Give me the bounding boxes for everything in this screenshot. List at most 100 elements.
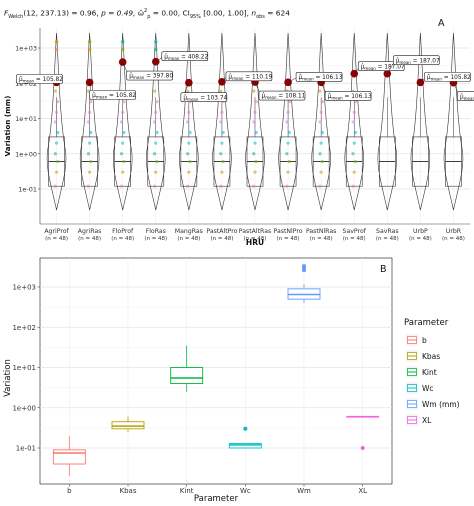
legend-entry-label: Wm (mm) bbox=[422, 400, 460, 409]
violin-shape bbox=[311, 32, 331, 211]
data-point bbox=[88, 141, 92, 145]
data-point bbox=[287, 100, 291, 104]
legend-entry-label: Kbas bbox=[422, 352, 440, 361]
panel-a-n-label: (n = 48) bbox=[210, 236, 233, 242]
panel-b-x-tick-label: Kint bbox=[180, 487, 194, 495]
panel-a-n-label: (n = 48) bbox=[277, 236, 300, 242]
data-point bbox=[54, 141, 59, 145]
data-point bbox=[56, 159, 60, 164]
data-point bbox=[53, 184, 57, 188]
panel-b-x-axis-title: Parameter bbox=[194, 494, 239, 504]
data-point bbox=[119, 184, 124, 188]
data-point bbox=[54, 110, 59, 114]
data-point bbox=[320, 159, 324, 164]
panel-b-label: B bbox=[380, 264, 387, 275]
violin-shape bbox=[179, 32, 199, 211]
violin-shape bbox=[344, 32, 364, 211]
data-point bbox=[89, 159, 93, 164]
data-point bbox=[153, 39, 158, 44]
data-point bbox=[122, 159, 126, 164]
box-outlier bbox=[360, 446, 365, 450]
data-point bbox=[86, 120, 91, 124]
panel-a-y-tick-label: 1e-01 bbox=[18, 186, 37, 194]
data-point bbox=[53, 89, 57, 93]
panel-a-n-label: (n = 48) bbox=[78, 236, 101, 242]
data-point bbox=[285, 120, 289, 124]
panel-a-n-label: (n = 48) bbox=[310, 236, 333, 242]
panel-a-n-label: (n = 48) bbox=[144, 236, 167, 242]
data-point bbox=[221, 159, 225, 164]
data-point bbox=[152, 184, 157, 188]
data-point bbox=[219, 152, 223, 156]
data-point bbox=[155, 100, 159, 104]
panel-a-n-label: (n = 48) bbox=[442, 236, 465, 242]
data-point bbox=[320, 100, 324, 104]
data-point bbox=[318, 184, 322, 188]
mean-label-box bbox=[457, 91, 474, 101]
panel-a-x-tick-label: PastNlPro bbox=[274, 228, 303, 235]
data-point bbox=[54, 39, 59, 44]
violin-shape bbox=[112, 32, 133, 211]
panel-a-y-tick-label: 1e+00 bbox=[15, 150, 37, 158]
data-point bbox=[152, 89, 157, 93]
data-point bbox=[318, 89, 322, 93]
mean-label-text: μ̂mean = 106.13 bbox=[328, 94, 372, 101]
data-point bbox=[120, 47, 125, 52]
panel-a-y-axis-title: Variation (mm) bbox=[3, 96, 12, 157]
data-point bbox=[285, 152, 289, 156]
mean-label-text: μ̂mean = 397.80 bbox=[129, 74, 173, 81]
data-point bbox=[285, 184, 289, 188]
panel-b-plot-area bbox=[39, 257, 393, 485]
mean-label-box bbox=[16, 74, 63, 84]
violin-shape bbox=[46, 32, 67, 211]
data-point bbox=[86, 184, 91, 188]
panel-a-x-tick-label: PastNlRas bbox=[306, 228, 336, 235]
data-point bbox=[352, 170, 356, 174]
violin-shape bbox=[278, 32, 298, 211]
data-point bbox=[53, 152, 57, 156]
data-point bbox=[154, 141, 158, 145]
panel-b-x-tick-label: Kbas bbox=[120, 487, 137, 495]
data-point bbox=[286, 110, 290, 114]
data-point bbox=[121, 110, 125, 114]
panel-a-y-tick-label: 1e+02 bbox=[15, 80, 37, 88]
data-point bbox=[53, 120, 57, 124]
panel-b-y-tick-label: 1e+00 bbox=[12, 404, 36, 412]
data-point bbox=[153, 47, 158, 52]
violin-shape bbox=[212, 32, 232, 211]
mean-label-box bbox=[424, 72, 471, 82]
panel-a-n-label: (n = 48) bbox=[409, 236, 432, 242]
panel-a-subtitle: FWelch(12, 237.13) = 0.96, p = 0.49, ω̂2… bbox=[4, 8, 290, 20]
panel-a-y-tick-label: 1e+03 bbox=[15, 45, 37, 53]
box-outlier bbox=[302, 264, 306, 269]
data-point bbox=[120, 39, 125, 44]
mean-label-box bbox=[295, 72, 343, 82]
data-point bbox=[320, 130, 324, 135]
mean-label-text: μ̂mean = 108.11 bbox=[262, 94, 306, 101]
panel-a-x-tick-label: MangRas bbox=[175, 228, 203, 235]
mean-label-text: μ̂mean = 408.22 bbox=[164, 54, 208, 61]
data-point bbox=[154, 170, 158, 174]
data-point bbox=[187, 110, 191, 114]
panel-a-x-tick-label: AgriRas bbox=[78, 228, 102, 235]
data-point bbox=[219, 120, 223, 124]
data-point bbox=[88, 110, 92, 114]
data-point bbox=[86, 89, 91, 93]
mean-label-text: μ̂mean = 103.74 bbox=[183, 95, 227, 102]
data-point bbox=[220, 170, 224, 174]
data-point bbox=[253, 170, 257, 174]
data-point bbox=[186, 184, 190, 188]
data-point bbox=[155, 159, 159, 164]
data-point bbox=[89, 130, 93, 135]
data-point bbox=[122, 100, 126, 104]
legend-entry-label: b bbox=[422, 336, 427, 345]
data-point bbox=[186, 89, 190, 93]
data-point bbox=[121, 170, 125, 174]
panel-a-x-tick-label: PastAltPro bbox=[206, 228, 237, 235]
violin-shape bbox=[377, 32, 398, 211]
data-point bbox=[252, 152, 256, 156]
mean-label-box bbox=[393, 55, 440, 65]
panel-a-x-tick-label: UrbP bbox=[413, 228, 428, 235]
data-point bbox=[287, 130, 291, 135]
